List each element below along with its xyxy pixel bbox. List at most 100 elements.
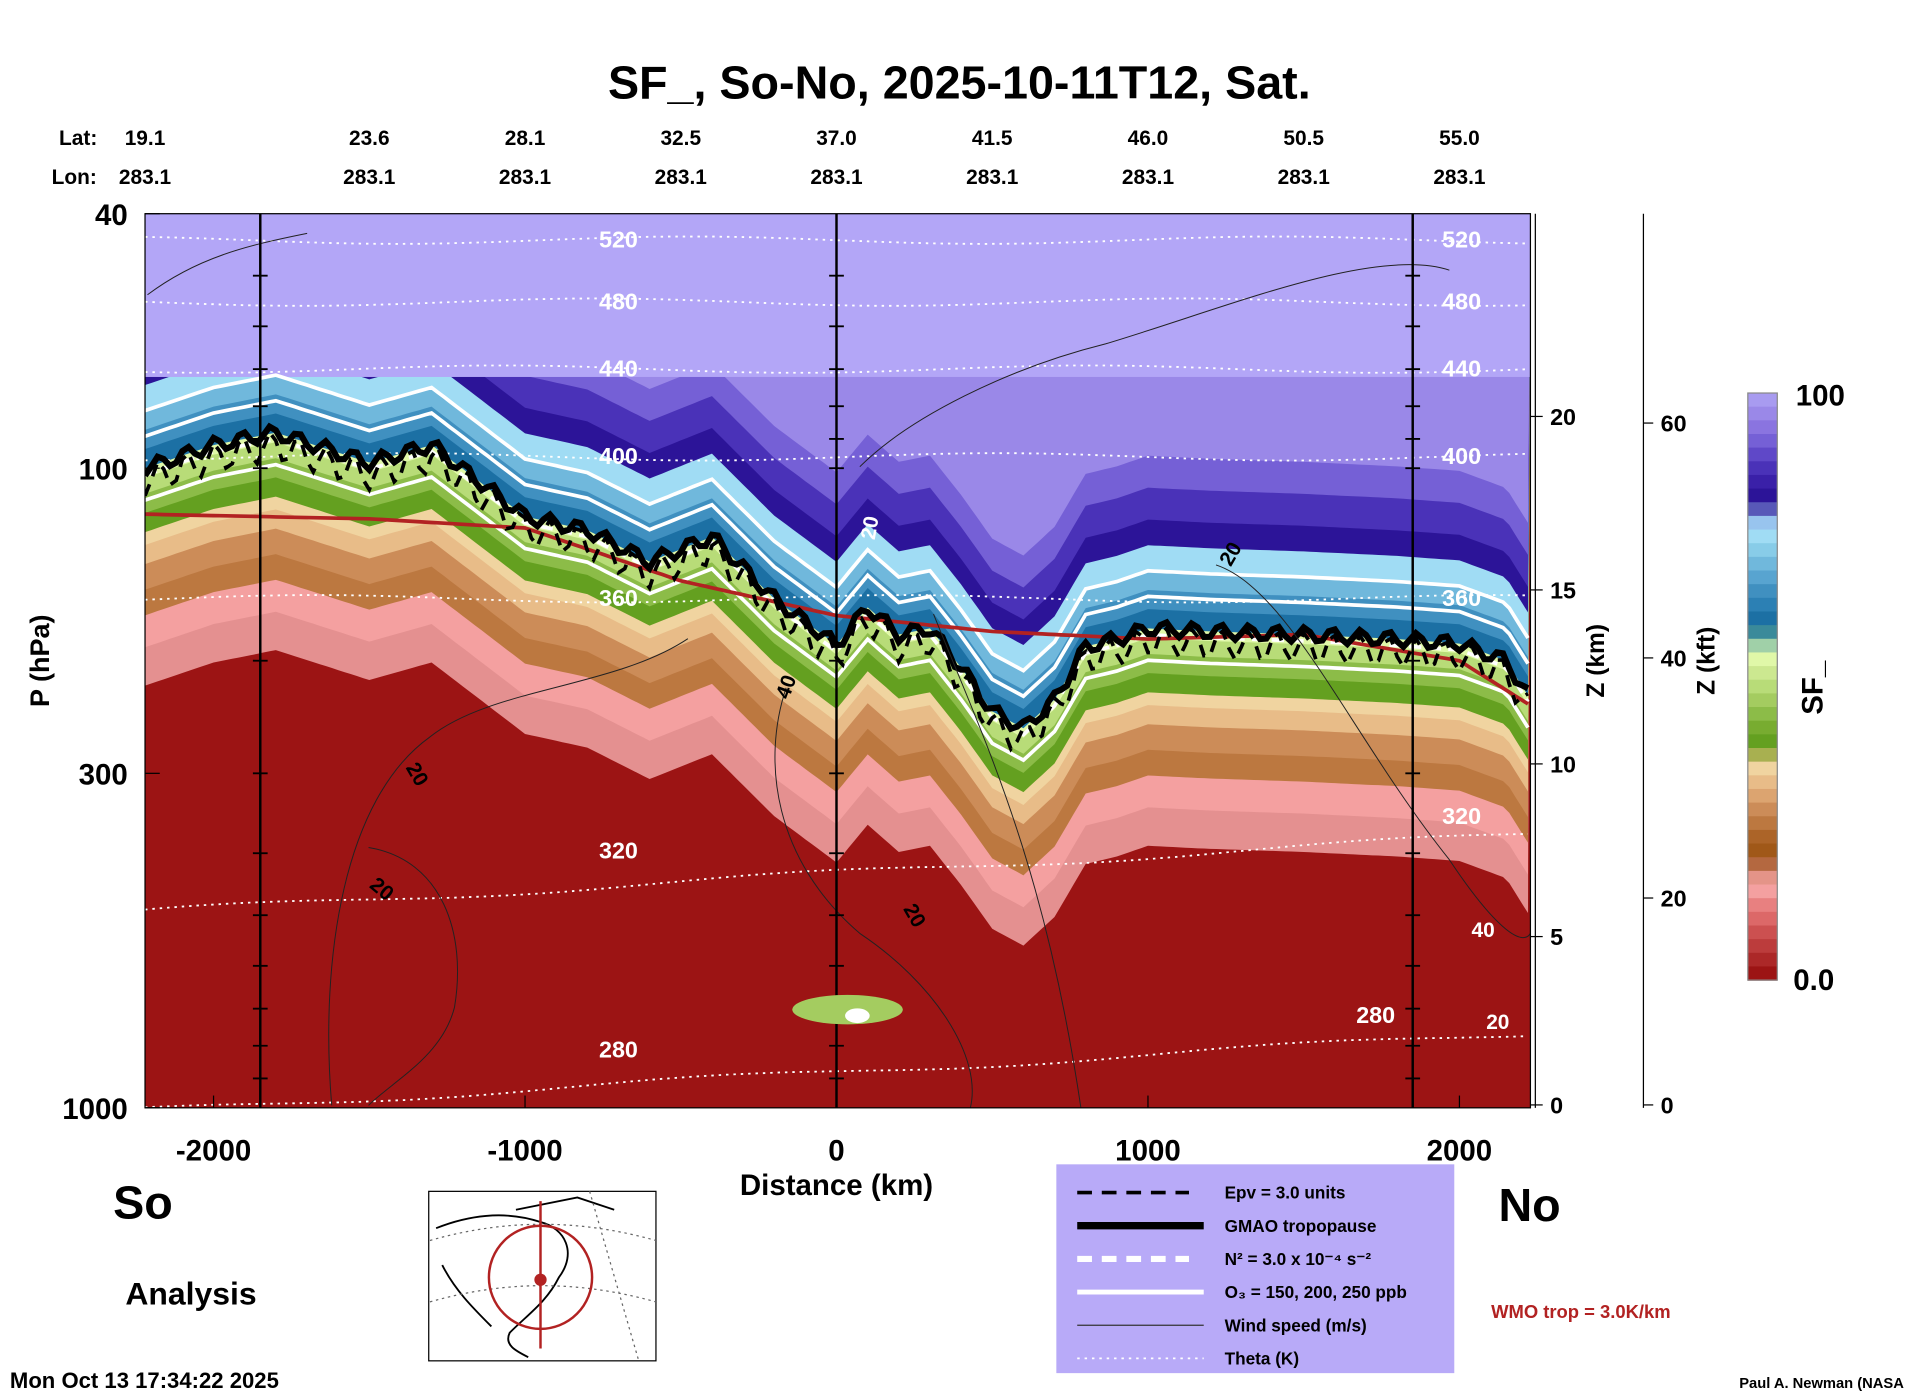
legend: Epv = 3.0 units GMAO tropopause N² = 3.0…	[1056, 1164, 1455, 1374]
lat-value: 55.0	[1439, 127, 1480, 150]
colorbar-swatch	[1747, 679, 1778, 695]
colorbar-swatch	[1747, 652, 1778, 667]
lat-label: Lat:	[59, 127, 97, 150]
colorbar-swatch	[1747, 638, 1778, 654]
wind-label: 20	[857, 514, 884, 541]
low-level-anomaly	[792, 994, 903, 1025]
lat-value: 32.5	[660, 127, 701, 150]
colorbar-swatch	[1747, 870, 1778, 886]
n2-contour	[145, 437, 1530, 737]
wind-label: 20	[1486, 1011, 1509, 1034]
z-kft-tick-label: 0	[1661, 1093, 1674, 1119]
latlon-header: 19.1 283.1 23.6 283.1 28.1 283.1 32.5 283.1 37.0…	[119, 127, 1486, 189]
colorbar-swatch	[1747, 843, 1778, 858]
colorbar-swatch	[1747, 515, 1778, 531]
colorbar-swatch	[1747, 447, 1778, 462]
colorbar-swatch	[1747, 802, 1778, 817]
theta-contour	[145, 364, 1529, 374]
theta-label: 520	[599, 227, 638, 253]
wind-contours	[147, 232, 1531, 1108]
x-tick-label: 0	[828, 1135, 844, 1168]
lon-value: 283.1	[343, 166, 396, 189]
x-tick-label: 1000	[1115, 1135, 1181, 1168]
z-km-tick-label: 15	[1550, 578, 1576, 604]
colorbar-swatch	[1747, 461, 1778, 476]
lat-value: 46.0	[1128, 127, 1169, 150]
theta-label: 360	[1442, 585, 1481, 611]
colorbar-swatch	[1747, 393, 1778, 408]
legend-item: N² = 3.0 x 10⁻⁴ s⁻²	[1225, 1249, 1372, 1269]
colorbar-swatch	[1747, 502, 1778, 517]
z-km-tick-label: 5	[1550, 924, 1563, 950]
legend-item: GMAO tropopause	[1225, 1216, 1377, 1236]
lon-value: 283.1	[1433, 166, 1486, 189]
colorbar-swatch	[1747, 720, 1778, 735]
colorbar-swatch	[1747, 884, 1778, 899]
colorbar-swatch	[1747, 474, 1778, 490]
y-tick-label: 300	[79, 758, 128, 791]
colorbar-swatch	[1747, 556, 1778, 572]
z-km-tick-label: 10	[1550, 752, 1576, 778]
legend-item: Theta (K)	[1225, 1349, 1299, 1369]
theta-label: 400	[599, 443, 638, 469]
y-axis-label: P (hPa)	[25, 614, 55, 707]
y-tick-label: 40	[95, 199, 128, 232]
colorbar-swatch	[1747, 488, 1778, 503]
colorbar-swatch	[1747, 788, 1778, 804]
colorbar-swatch	[1747, 925, 1778, 940]
low-level-anomaly-core	[845, 1008, 870, 1024]
colorbar-swatch	[1747, 666, 1778, 681]
theta-contour	[145, 1035, 1528, 1108]
lon-value: 283.1	[810, 166, 863, 189]
colorbar-swatch	[1747, 597, 1778, 613]
map-center-star-icon	[534, 1273, 547, 1286]
z-kft-axis-label: Z (kft)	[1694, 627, 1721, 695]
colorbar-swatch	[1747, 939, 1778, 954]
colorbar-swatch	[1747, 570, 1778, 585]
theta-label: 400	[1442, 443, 1481, 469]
lon-value: 283.1	[1122, 166, 1175, 189]
lat-value: 50.5	[1283, 127, 1324, 150]
legend-item: O₃ = 150, 200, 250 ppb	[1225, 1282, 1407, 1302]
plot-frame	[144, 213, 1532, 1109]
colorbar-swatch	[1747, 898, 1778, 913]
theta-label: 360	[599, 585, 638, 611]
z-km-tick-label: 0	[1550, 1093, 1563, 1119]
theta-contour	[145, 297, 1528, 307]
theta-contour	[145, 452, 1528, 462]
colorbar-swatch	[1747, 625, 1778, 640]
lon-value: 283.1	[655, 166, 708, 189]
colorbar-swatch	[1747, 952, 1778, 968]
colorbar-swatch	[1747, 707, 1778, 722]
z-kft-tick-label: 60	[1661, 411, 1687, 437]
colorbar-swatch	[1747, 406, 1778, 421]
wind-contour	[1215, 564, 1531, 938]
north-label: No	[1498, 1179, 1560, 1231]
colorbar-max-label: 100	[1796, 379, 1845, 412]
map-coastline	[435, 1196, 615, 1358]
lon-value: 283.1	[1278, 166, 1331, 189]
colorbar-swatch	[1747, 543, 1778, 558]
lon-label: Lon:	[52, 166, 97, 189]
wind-contour	[774, 687, 973, 1108]
theta-label: 280	[599, 1036, 638, 1062]
theta-label: 440	[1442, 356, 1481, 382]
colorbar-swatch	[1747, 775, 1778, 790]
wind-contour	[368, 846, 458, 1106]
analysis-label: Analysis	[125, 1275, 256, 1311]
wind-contour	[147, 232, 308, 296]
colorbar-swatch	[1747, 734, 1778, 749]
theta-label: 440	[599, 356, 638, 382]
colorbar-frame	[1747, 392, 1778, 981]
legend-box	[1056, 1164, 1455, 1374]
legend-item: Wind speed (m/s)	[1225, 1315, 1367, 1335]
y-tick-label: 1000	[62, 1093, 128, 1126]
locator-map	[428, 1190, 657, 1362]
z-kft-tick-label: 40	[1661, 646, 1687, 672]
section-marker-lines	[252, 213, 1421, 1108]
z-km-tick-label: 20	[1550, 404, 1576, 430]
south-label: So	[113, 1176, 173, 1228]
colorbar-label: SF_	[1797, 660, 1830, 715]
credit: Paul A. Newman (NASA	[1739, 1376, 1904, 1392]
lon-value: 283.1	[966, 166, 1019, 189]
